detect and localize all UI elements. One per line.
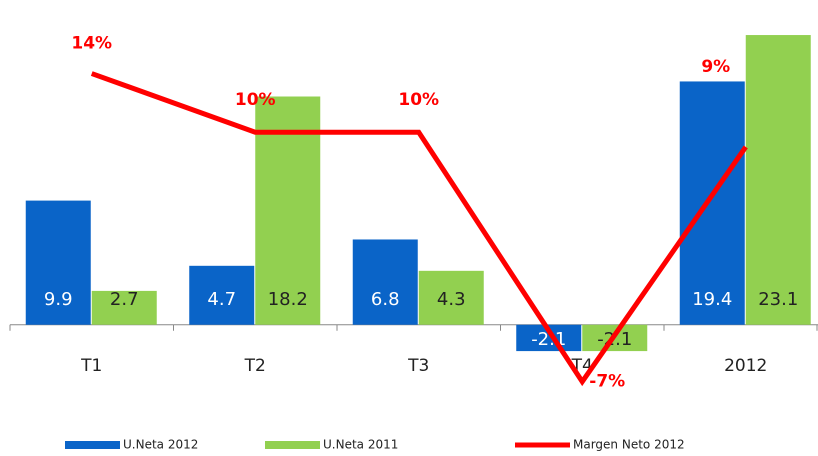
line-label: 10% xyxy=(398,90,439,110)
legend-label: U.Neta 2011 xyxy=(323,438,398,452)
bar xyxy=(189,265,255,325)
bar xyxy=(352,239,418,325)
line-label: 10% xyxy=(235,90,276,110)
legend-swatch xyxy=(265,441,320,449)
legend-swatch xyxy=(65,441,120,449)
value-label: 23.1 xyxy=(758,289,798,310)
value-label: 9.9 xyxy=(44,289,73,310)
line xyxy=(90,71,748,387)
bar xyxy=(418,270,484,325)
bar xyxy=(679,81,745,325)
value-label: 4.3 xyxy=(437,289,466,310)
x-tick-label: 2012 xyxy=(724,356,767,376)
bar xyxy=(91,290,157,325)
legend-label: U.Neta 2012 xyxy=(123,438,198,452)
x-tick-label: T1 xyxy=(80,356,102,376)
value-label: 2.7 xyxy=(110,289,139,310)
value-label: 19.4 xyxy=(692,289,732,310)
line-label: -7% xyxy=(589,372,625,392)
x-tick-label: T2 xyxy=(244,356,266,376)
bar xyxy=(745,35,811,325)
bar xyxy=(25,200,91,325)
line-label: 14% xyxy=(71,34,112,54)
line-label: 9% xyxy=(701,57,730,77)
x-tick-label: T3 xyxy=(407,356,429,376)
value-label: 6.8 xyxy=(371,289,400,310)
value-label: 4.7 xyxy=(207,289,236,310)
value-label: 18.2 xyxy=(268,289,308,310)
legend-label: Margen Neto 2012 xyxy=(573,438,685,452)
